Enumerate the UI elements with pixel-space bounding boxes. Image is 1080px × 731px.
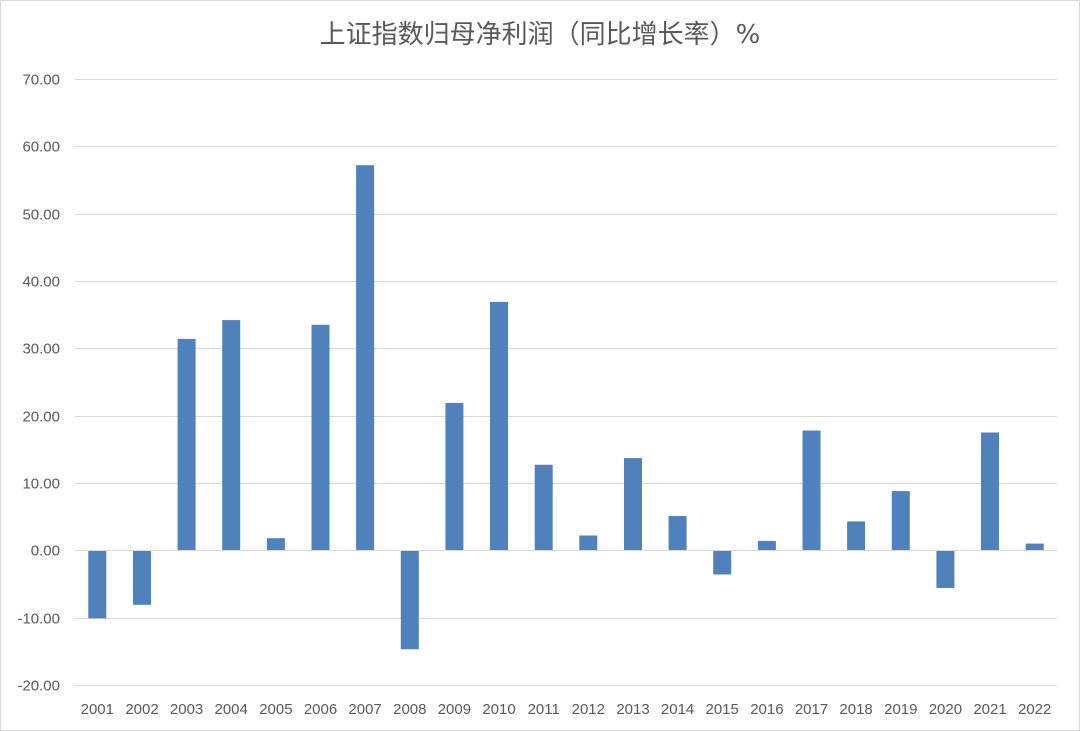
bar-2006: [311, 324, 330, 551]
y-tick-label: 60.00: [22, 139, 60, 156]
x-tick-label: 2013: [616, 701, 649, 718]
x-axis-tick-labels: 2001 2002 2003 2004 2005 2006 2007 2008 2009 2010…: [81, 701, 1052, 718]
x-tick-label: 2020: [929, 701, 962, 718]
grid-lines: [75, 79, 1057, 686]
y-tick-label: -20.00: [17, 678, 60, 695]
bar-2016: [757, 540, 776, 551]
x-tick-label: 2018: [839, 701, 872, 718]
x-tick-label: 2006: [304, 701, 337, 718]
x-tick-label: 2017: [795, 701, 828, 718]
x-tick-label: 2009: [438, 701, 471, 718]
y-tick-label: 50.00: [22, 207, 60, 224]
bar-2017: [802, 430, 821, 551]
x-tick-label: 2002: [125, 701, 158, 718]
bar-2020: [936, 550, 955, 588]
bar-2001: [88, 550, 107, 619]
x-tick-label: 2015: [706, 701, 739, 718]
bar-2005: [266, 538, 285, 551]
bars: [88, 165, 1044, 650]
bar-2004: [222, 320, 241, 551]
bar-2011: [534, 464, 553, 551]
y-tick-label: 0.00: [31, 543, 60, 560]
bar-2018: [847, 521, 866, 551]
x-tick-label: 2019: [884, 701, 917, 718]
bar-2007: [356, 165, 375, 551]
x-tick-label: 2014: [661, 701, 694, 718]
bar-2008: [400, 550, 419, 650]
chart-title: 上证指数归母净利润（同比增长率）%: [319, 20, 761, 50]
bar-2010: [490, 301, 508, 551]
y-tick-label: 20.00: [22, 409, 60, 426]
x-tick-label: 2001: [81, 701, 114, 718]
bar-2014: [668, 516, 687, 551]
x-tick-label: 2011: [528, 701, 560, 718]
bar-2019: [891, 491, 910, 551]
x-tick-label: 2008: [393, 701, 426, 718]
y-tick-label: -10.00: [17, 611, 60, 628]
y-tick-label: 30.00: [22, 341, 60, 358]
bar-2009: [445, 402, 464, 551]
x-tick-label: 2016: [750, 701, 783, 718]
y-tick-label: 40.00: [22, 274, 60, 291]
x-tick-label: 2010: [482, 701, 515, 718]
y-tick-label: 70.00: [22, 72, 60, 89]
bar-2003: [177, 338, 196, 551]
y-tick-label: 10.00: [22, 476, 60, 493]
y-axis-tick-labels: -20.00 -10.00 0.00 10.00 20.00 30.00 40.00 50.0…: [17, 72, 60, 695]
x-tick-label: 2005: [259, 701, 292, 718]
bar-2015: [713, 550, 732, 575]
x-tick-label: 2021: [973, 701, 1006, 718]
x-tick-label: 2004: [215, 701, 248, 718]
bar-2013: [624, 458, 642, 551]
x-tick-label: 2022: [1018, 701, 1051, 718]
bar-2012: [579, 535, 598, 551]
bar-2021: [981, 432, 999, 551]
x-tick-label: 2007: [348, 701, 381, 718]
x-tick-label: 2012: [572, 701, 605, 718]
x-tick-label: 2003: [170, 701, 203, 718]
bar-2022: [1025, 543, 1044, 551]
bar-2002: [133, 550, 151, 605]
